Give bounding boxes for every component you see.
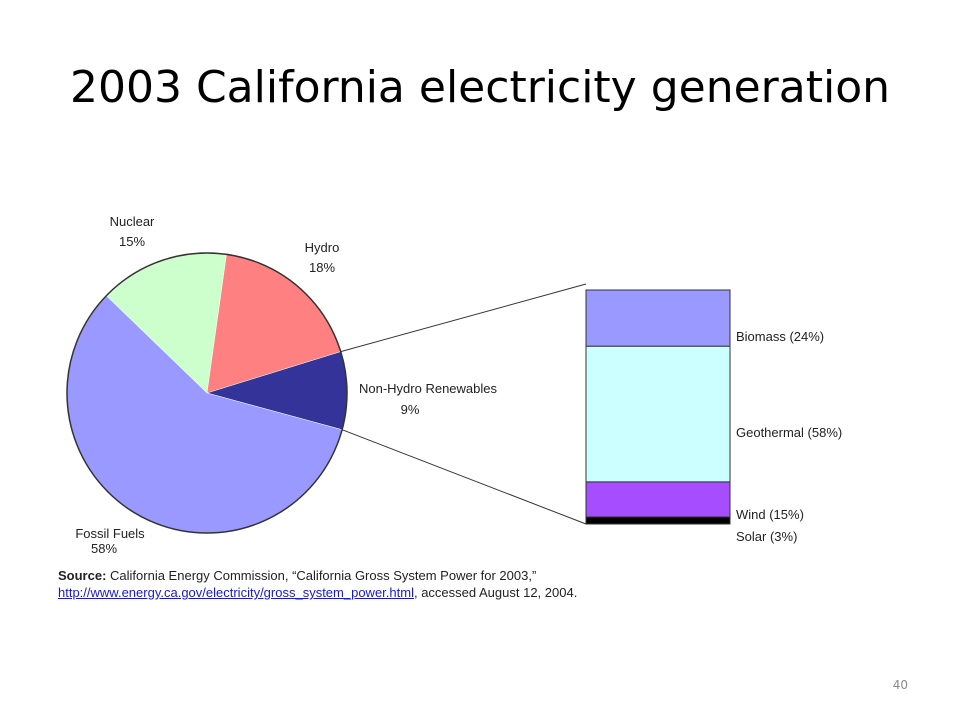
pie-value-renewables: 9%: [401, 402, 420, 417]
source-link[interactable]: http://www.energy.ca.gov/electricity/gro…: [58, 585, 414, 600]
bar-label-wind: Wind (15%): [736, 507, 804, 522]
pie-outline: [66, 252, 348, 534]
bar-segment-wind: [585, 481, 731, 518]
pie-label-hydro: Hydro: [305, 240, 340, 255]
source-suffix: , accessed August 12, 2004.: [413, 585, 578, 600]
chart-labels: Nuclear 15% Hydro 18% Non-Hydro Renewabl…: [75, 214, 842, 556]
pie-label-renewables: Non-Hydro Renewables: [359, 381, 498, 396]
pie-label-fossil: Fossil Fuels: [75, 526, 145, 541]
pie-value-hydro: 18%: [309, 260, 335, 275]
bar-segment-geothermal: [585, 345, 731, 483]
source-citation: Source: California Energy Commission, “C…: [58, 568, 536, 583]
bar-segment-biomass: [585, 289, 731, 347]
page-number: 40: [892, 678, 908, 692]
stacked-bar-chart: [585, 289, 731, 525]
source-citation-line2: http://www.energy.ca.gov/electricity/gro…: [58, 585, 577, 600]
pie-to-bar-connectors: [340, 283, 587, 525]
slide-title: 2003 California electricity generation: [70, 62, 890, 113]
source-label: Source:: [58, 568, 107, 583]
bar-label-biomass: Biomass (24%): [736, 329, 824, 344]
pie-value-nuclear: 15%: [119, 234, 145, 249]
connector-line-bottom: [341, 429, 587, 525]
bar-label-solar: Solar (3%): [736, 529, 797, 544]
connector-line-top: [340, 283, 587, 353]
pie-chart: [66, 252, 348, 534]
source-text: California Energy Commission, “Californi…: [110, 568, 537, 583]
pie-value-fossil: 58%: [91, 541, 117, 556]
bar-segment-solar: [585, 516, 731, 525]
bar-label-geothermal: Geothermal (58%): [736, 425, 842, 440]
pie-label-nuclear: Nuclear: [110, 214, 155, 229]
